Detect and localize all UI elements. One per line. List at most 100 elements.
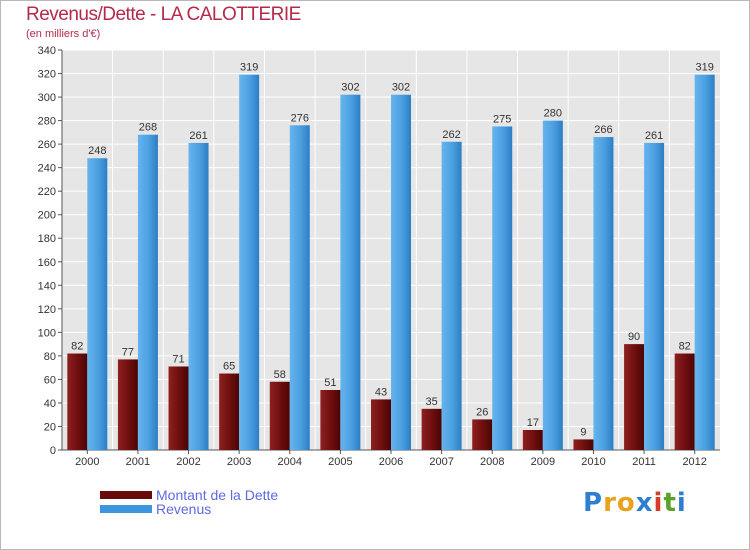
data-label-dette: 71 (172, 353, 184, 365)
bar-dette (117, 359, 138, 450)
bar-revenus (239, 74, 260, 451)
bar-revenus (137, 134, 158, 451)
chart-title: Revenus/Dette - LA CALOTTERIE (26, 4, 301, 25)
data-label-dette: 17 (527, 417, 539, 429)
data-labels: 8224877268712616531958276513024330235262… (71, 62, 714, 439)
legend-swatch-dette (100, 490, 152, 499)
data-label-revenus: 266 (594, 124, 612, 136)
data-label-dette: 51 (324, 377, 336, 389)
data-label-revenus: 261 (189, 130, 207, 142)
bar-dette (573, 439, 594, 450)
y-tick-label: 20 (44, 421, 56, 433)
bar-dette (219, 373, 240, 450)
y-tick-label: 140 (38, 280, 56, 292)
x-tick-label: 2001 (126, 456, 150, 468)
y-tick-label: 320 (38, 69, 56, 81)
y-tick-label: 120 (38, 304, 56, 316)
y-tick-label: 200 (38, 210, 56, 222)
data-label-revenus: 268 (139, 122, 157, 134)
y-tick-label: 260 (38, 139, 56, 151)
x-tick-label: 2011 (632, 456, 656, 468)
data-label-dette: 65 (223, 361, 235, 373)
bar-dette (67, 353, 88, 450)
legend-item-dette: Montant de la Dette (100, 487, 278, 502)
bar-dette (674, 353, 695, 450)
y-tick-label: 240 (38, 163, 56, 175)
x-tick-label: 2009 (531, 456, 555, 468)
data-label-revenus: 262 (442, 129, 460, 141)
x-tick-label: 2000 (75, 456, 99, 468)
y-tick-label: 40 (44, 398, 56, 410)
bar-dette (320, 390, 341, 450)
data-label-dette: 43 (375, 386, 387, 398)
data-label-revenus: 276 (291, 112, 309, 124)
bar-revenus (542, 120, 563, 451)
data-label-revenus: 275 (493, 113, 511, 125)
bar-revenus (340, 94, 361, 451)
y-tick-label: 80 (44, 351, 56, 363)
x-tick-label: 2007 (429, 456, 453, 468)
logo-letter: o (616, 488, 636, 518)
chart-subtitle: (en milliers d'€) (26, 28, 101, 40)
y-tick-label: 100 (38, 327, 56, 339)
legend-label-dette: Montant de la Dette (156, 486, 279, 503)
bar-revenus (391, 94, 411, 451)
bar-dette (522, 430, 543, 450)
data-label-dette: 82 (679, 341, 691, 353)
bar-dette (624, 344, 645, 450)
bars (67, 74, 715, 451)
y-tick-label: 160 (38, 257, 56, 269)
data-label-dette: 82 (71, 341, 83, 353)
logo-letter: i (676, 488, 687, 518)
data-label-dette: 35 (425, 396, 437, 408)
data-label-revenus: 319 (240, 62, 258, 74)
data-label-revenus: 319 (696, 62, 714, 74)
bar-revenus (289, 125, 310, 450)
legend-item-revenus: Revenus (100, 501, 278, 516)
bar-dette (269, 381, 290, 450)
legend: Montant de la Dette Revenus (100, 487, 278, 516)
bar-revenus (644, 142, 665, 451)
bar-revenus (694, 74, 715, 451)
data-label-revenus: 302 (341, 82, 359, 94)
y-tick-label: 180 (38, 233, 56, 245)
data-label-revenus: 280 (544, 108, 562, 120)
logo-letter: t (663, 488, 677, 518)
logo-letter: i (653, 488, 664, 518)
bar-revenus (188, 142, 209, 451)
bar-dette (168, 366, 189, 450)
data-label-revenus: 248 (88, 145, 106, 157)
legend-swatch-revenus (100, 504, 152, 513)
bar-dette (371, 399, 391, 450)
data-label-dette: 77 (122, 346, 134, 358)
data-label-dette: 58 (274, 369, 286, 381)
y-tick-label: 340 (38, 45, 56, 57)
bar-dette (472, 419, 493, 450)
bar-revenus (492, 126, 513, 451)
x-tick-label: 2006 (379, 456, 403, 468)
data-label-revenus: 261 (645, 130, 663, 142)
bar-dette (421, 408, 442, 450)
logo-letter: r (603, 488, 617, 518)
x-tick-label: 2008 (480, 456, 504, 468)
x-tick-label: 2004 (278, 456, 302, 468)
y-tick-label: 220 (38, 186, 56, 198)
logo-letter: P (583, 488, 604, 518)
bar-revenus (441, 141, 462, 450)
bar-revenus (87, 158, 108, 450)
y-tick-label: 280 (38, 116, 56, 128)
logo-letter: x (635, 488, 654, 518)
x-tick-label: 2012 (682, 456, 706, 468)
data-label-revenus: 302 (392, 82, 410, 94)
proxiti-logo: Proxiti (583, 488, 687, 518)
data-label-dette: 26 (476, 406, 488, 418)
y-tick-label: 300 (38, 92, 56, 104)
x-tick-label: 2010 (581, 456, 605, 468)
y-tick-label: 0 (50, 445, 56, 457)
legend-label-revenus: Revenus (156, 500, 212, 517)
y-tick-label: 60 (44, 374, 56, 386)
x-tick-label: 2002 (176, 456, 200, 468)
bar-revenus (593, 137, 614, 450)
data-label-dette: 90 (628, 331, 640, 343)
